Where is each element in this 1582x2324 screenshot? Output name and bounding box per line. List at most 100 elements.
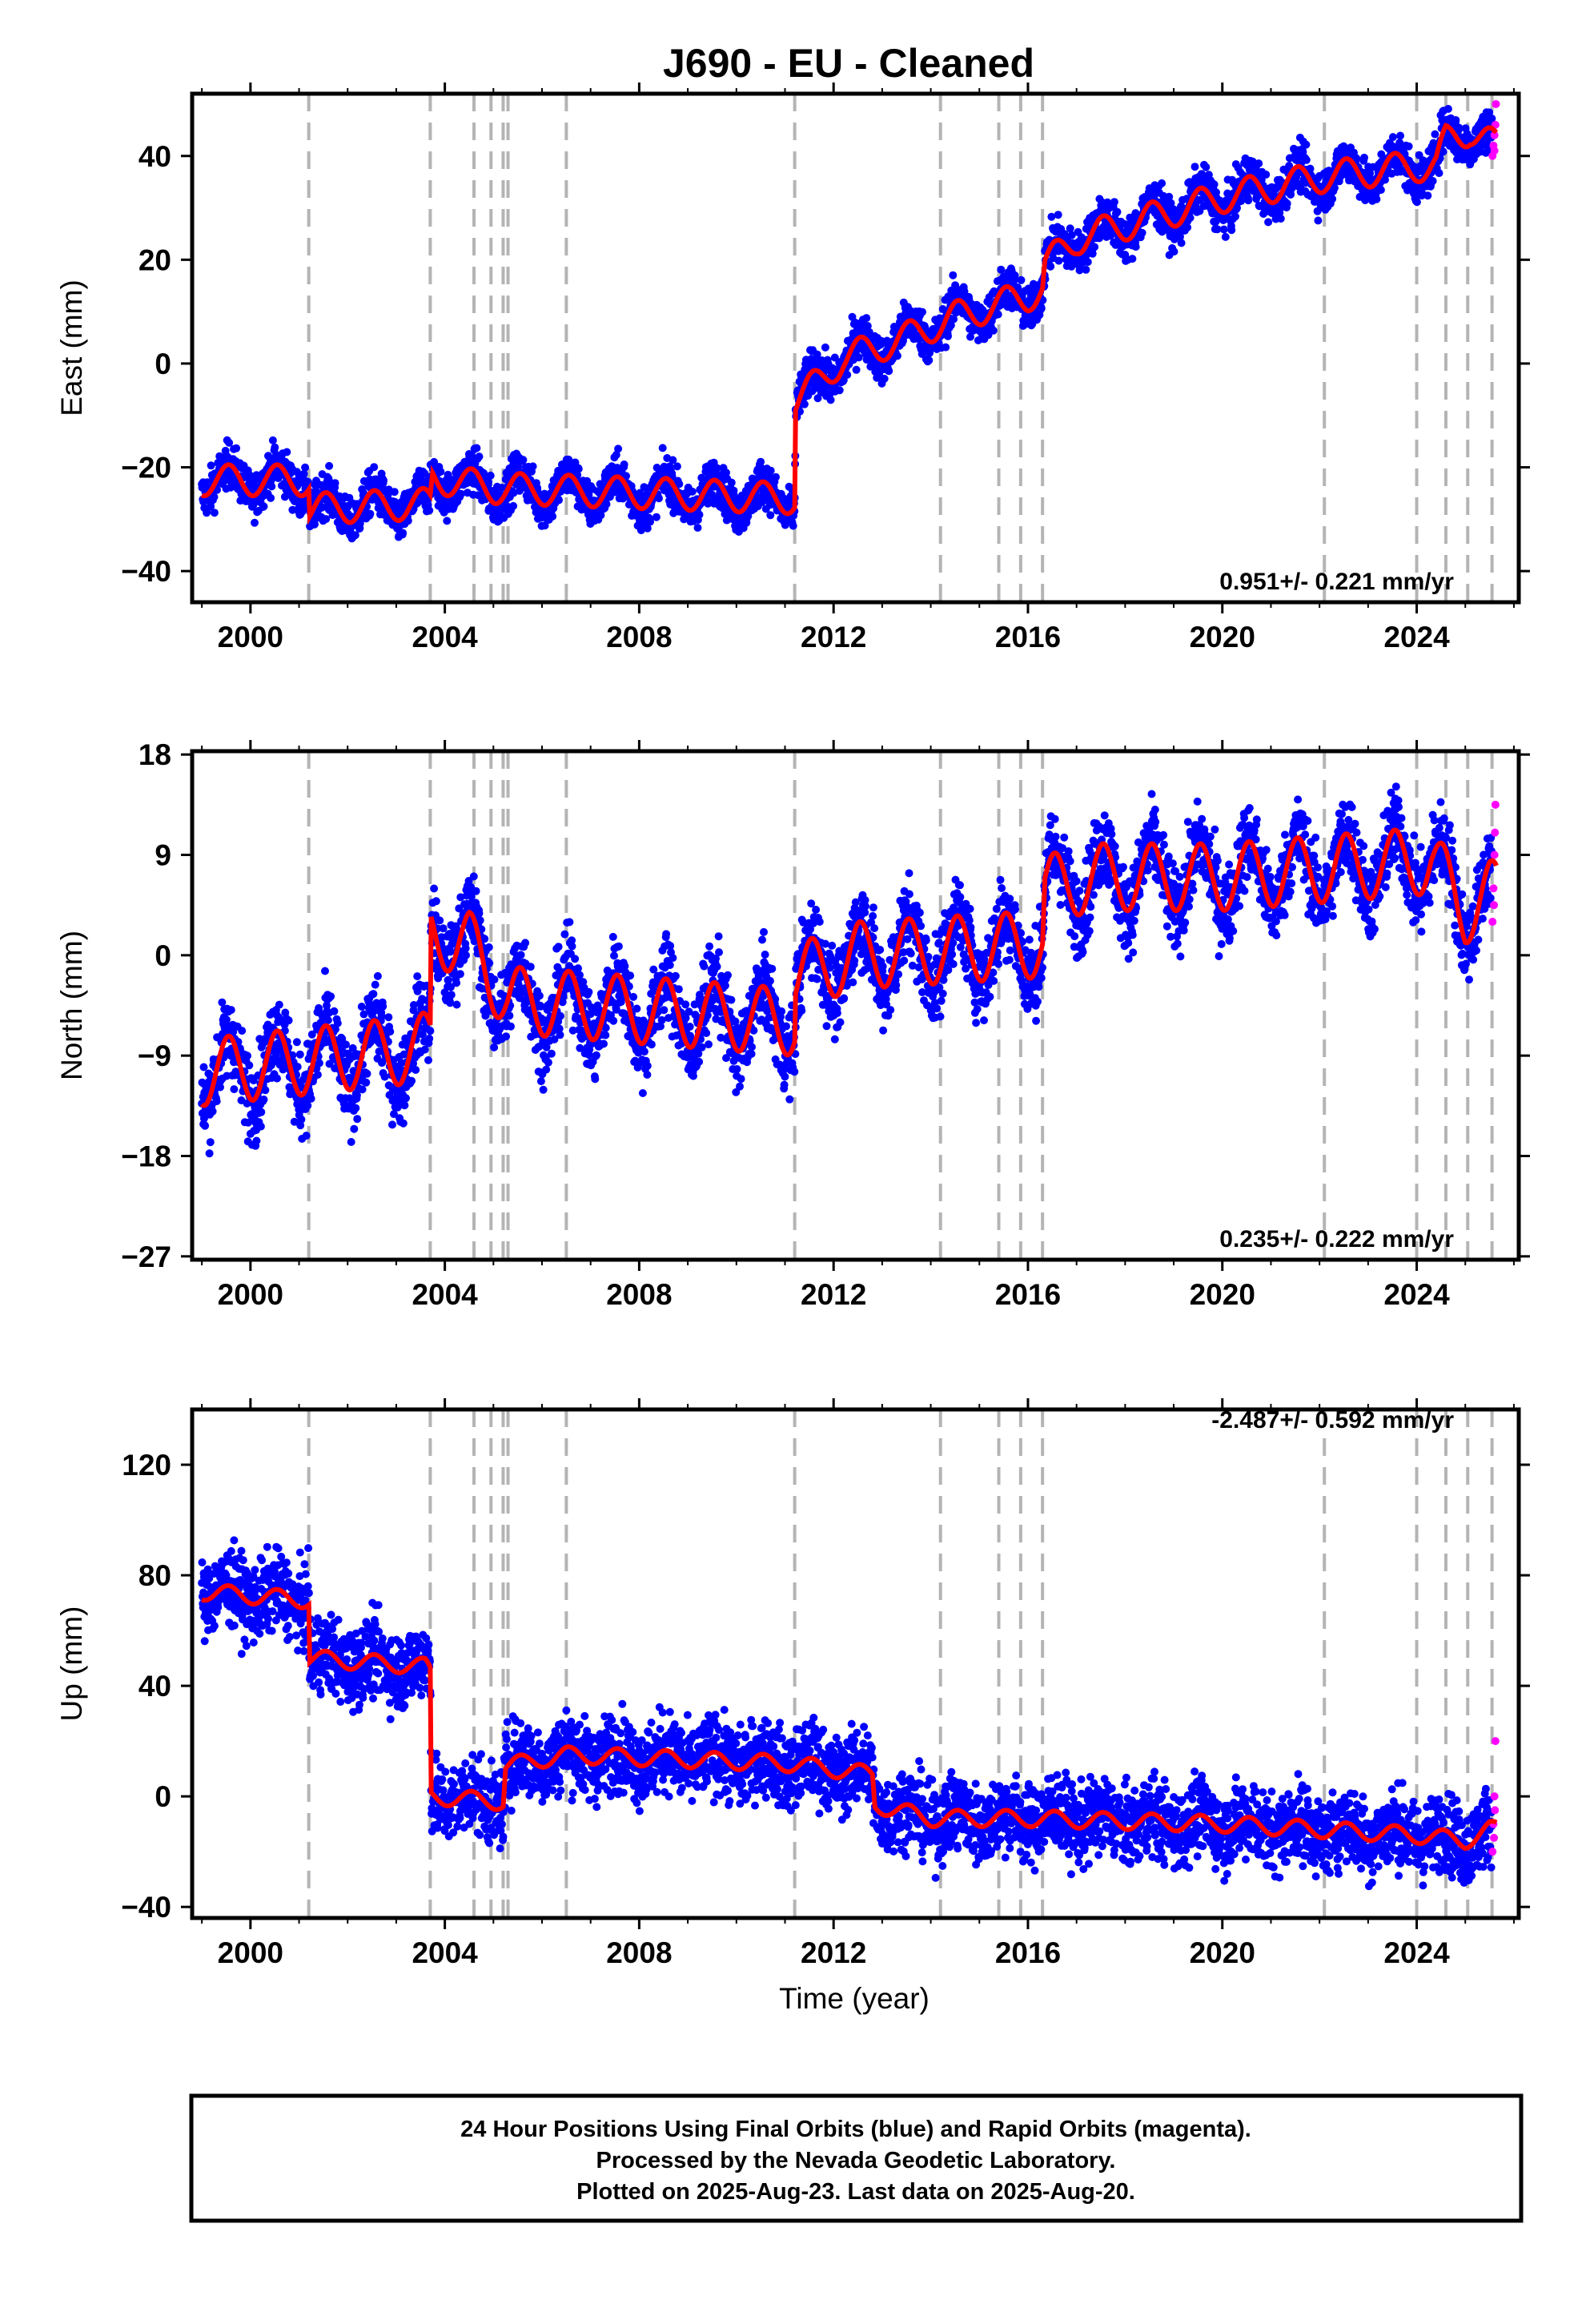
final-orbit-point [321,967,329,975]
final-orbit-point [1054,211,1062,219]
y-tick-label: −20 [121,452,171,485]
final-orbit-point [727,478,736,487]
final-orbit-point [371,980,379,989]
final-orbit-point [722,468,730,477]
final-orbit-point [311,520,319,529]
final-orbit-point [351,1104,360,1112]
final-orbit-point [322,515,331,524]
final-orbit-point [413,498,422,507]
final-orbit-point [652,513,661,521]
final-orbit-point [693,524,702,532]
final-orbit-point [230,1085,239,1094]
final-orbit-point [284,1016,293,1025]
final-orbit-point [432,897,440,906]
final-orbit-point [1314,216,1323,225]
final-orbit-point [357,1003,366,1011]
final-orbit-point [1396,131,1404,140]
final-orbit-point [688,487,697,496]
final-orbit-point [299,469,308,478]
final-orbit-point [655,494,663,503]
final-orbit-point [327,992,335,1001]
final-orbit-point [323,1016,332,1024]
final-orbit-point [350,1124,359,1133]
final-orbit-point [1054,256,1063,265]
final-orbit-point [602,500,611,509]
final-orbit-point [658,444,667,452]
final-orbit-point [766,466,775,475]
final-orbit-point [1276,215,1285,223]
final-orbit-point [1037,304,1046,313]
final-orbit-point [800,400,809,408]
final-orbit-point [347,1138,355,1146]
final-orbit-point [1113,207,1122,216]
y-tick-label: 0 [155,348,171,380]
final-orbit-point [425,1034,434,1043]
final-orbit-point [862,314,871,323]
final-orbit-point [1131,243,1140,251]
velocity-annotation: 0.951+/- 0.221 mm/yr [1219,569,1454,595]
final-orbit-point [436,468,445,476]
final-orbit-point [1088,249,1097,258]
final-orbit-point [399,529,408,537]
final-orbit-point [622,472,630,480]
final-orbit-point [292,1038,301,1047]
final-orbit-point [596,511,605,520]
final-orbit-point [1255,159,1263,168]
final-orbit-point [302,1132,311,1140]
final-orbit-point [826,396,835,404]
rapid-orbit-point [1492,99,1500,108]
final-orbit-point [1388,133,1397,142]
final-orbit-point [1202,163,1211,171]
final-orbit-point [297,1115,306,1124]
final-orbit-point [424,1055,432,1064]
final-orbit-point [994,310,1002,319]
final-orbit-point [275,1000,283,1009]
final-orbit-point [949,271,958,279]
final-orbit-point [402,1094,410,1103]
final-orbit-point [475,452,484,461]
final-orbit-point [386,1027,395,1036]
final-orbit-point [206,1138,215,1147]
final-orbit-point [480,468,488,477]
final-orbit-point [370,463,379,472]
x-tick-label: 2016 [995,621,1061,653]
final-orbit-point [457,489,465,498]
final-orbit-point [918,308,926,316]
x-tick-label: 2024 [1383,621,1450,653]
final-orbit-point [1170,247,1178,256]
final-orbit-point [210,493,219,501]
final-orbit-point [713,464,721,472]
final-orbit-point [199,1063,208,1072]
final-orbit-point [852,365,861,374]
y-tick-label: −40 [121,555,171,588]
x-tick-label: 2012 [801,621,866,653]
final-orbit-point [333,1019,342,1027]
final-orbit-point [1244,196,1253,205]
final-orbit-point [1452,116,1460,124]
rapid-orbit-point [1490,147,1499,155]
final-orbit-point [218,998,227,1007]
final-orbit-point [1262,171,1271,179]
final-orbit-point [353,1115,362,1124]
final-orbit-point [612,451,620,459]
final-orbit-point [256,1122,265,1131]
final-orbit-point [259,1096,268,1104]
final-orbit-point [509,501,518,510]
final-orbit-point [1046,262,1055,271]
final-orbit-point [283,448,291,456]
final-orbit-point [1372,195,1381,203]
y-axis-label: East (mm) [55,279,88,416]
final-orbit-point [1177,239,1186,247]
final-orbit-point [388,1120,396,1129]
final-orbit-point [205,1149,214,1158]
final-orbit-point [273,1074,281,1083]
final-orbit-point [373,971,382,980]
final-orbit-point [843,371,852,379]
final-orbit-point [201,1121,210,1130]
final-orbit-point [944,332,952,340]
final-orbit-point [1302,140,1311,149]
final-orbit-point [1090,243,1099,251]
final-orbit-point [210,509,219,517]
final-orbit-point [646,517,654,526]
final-orbit-point [1404,142,1413,151]
